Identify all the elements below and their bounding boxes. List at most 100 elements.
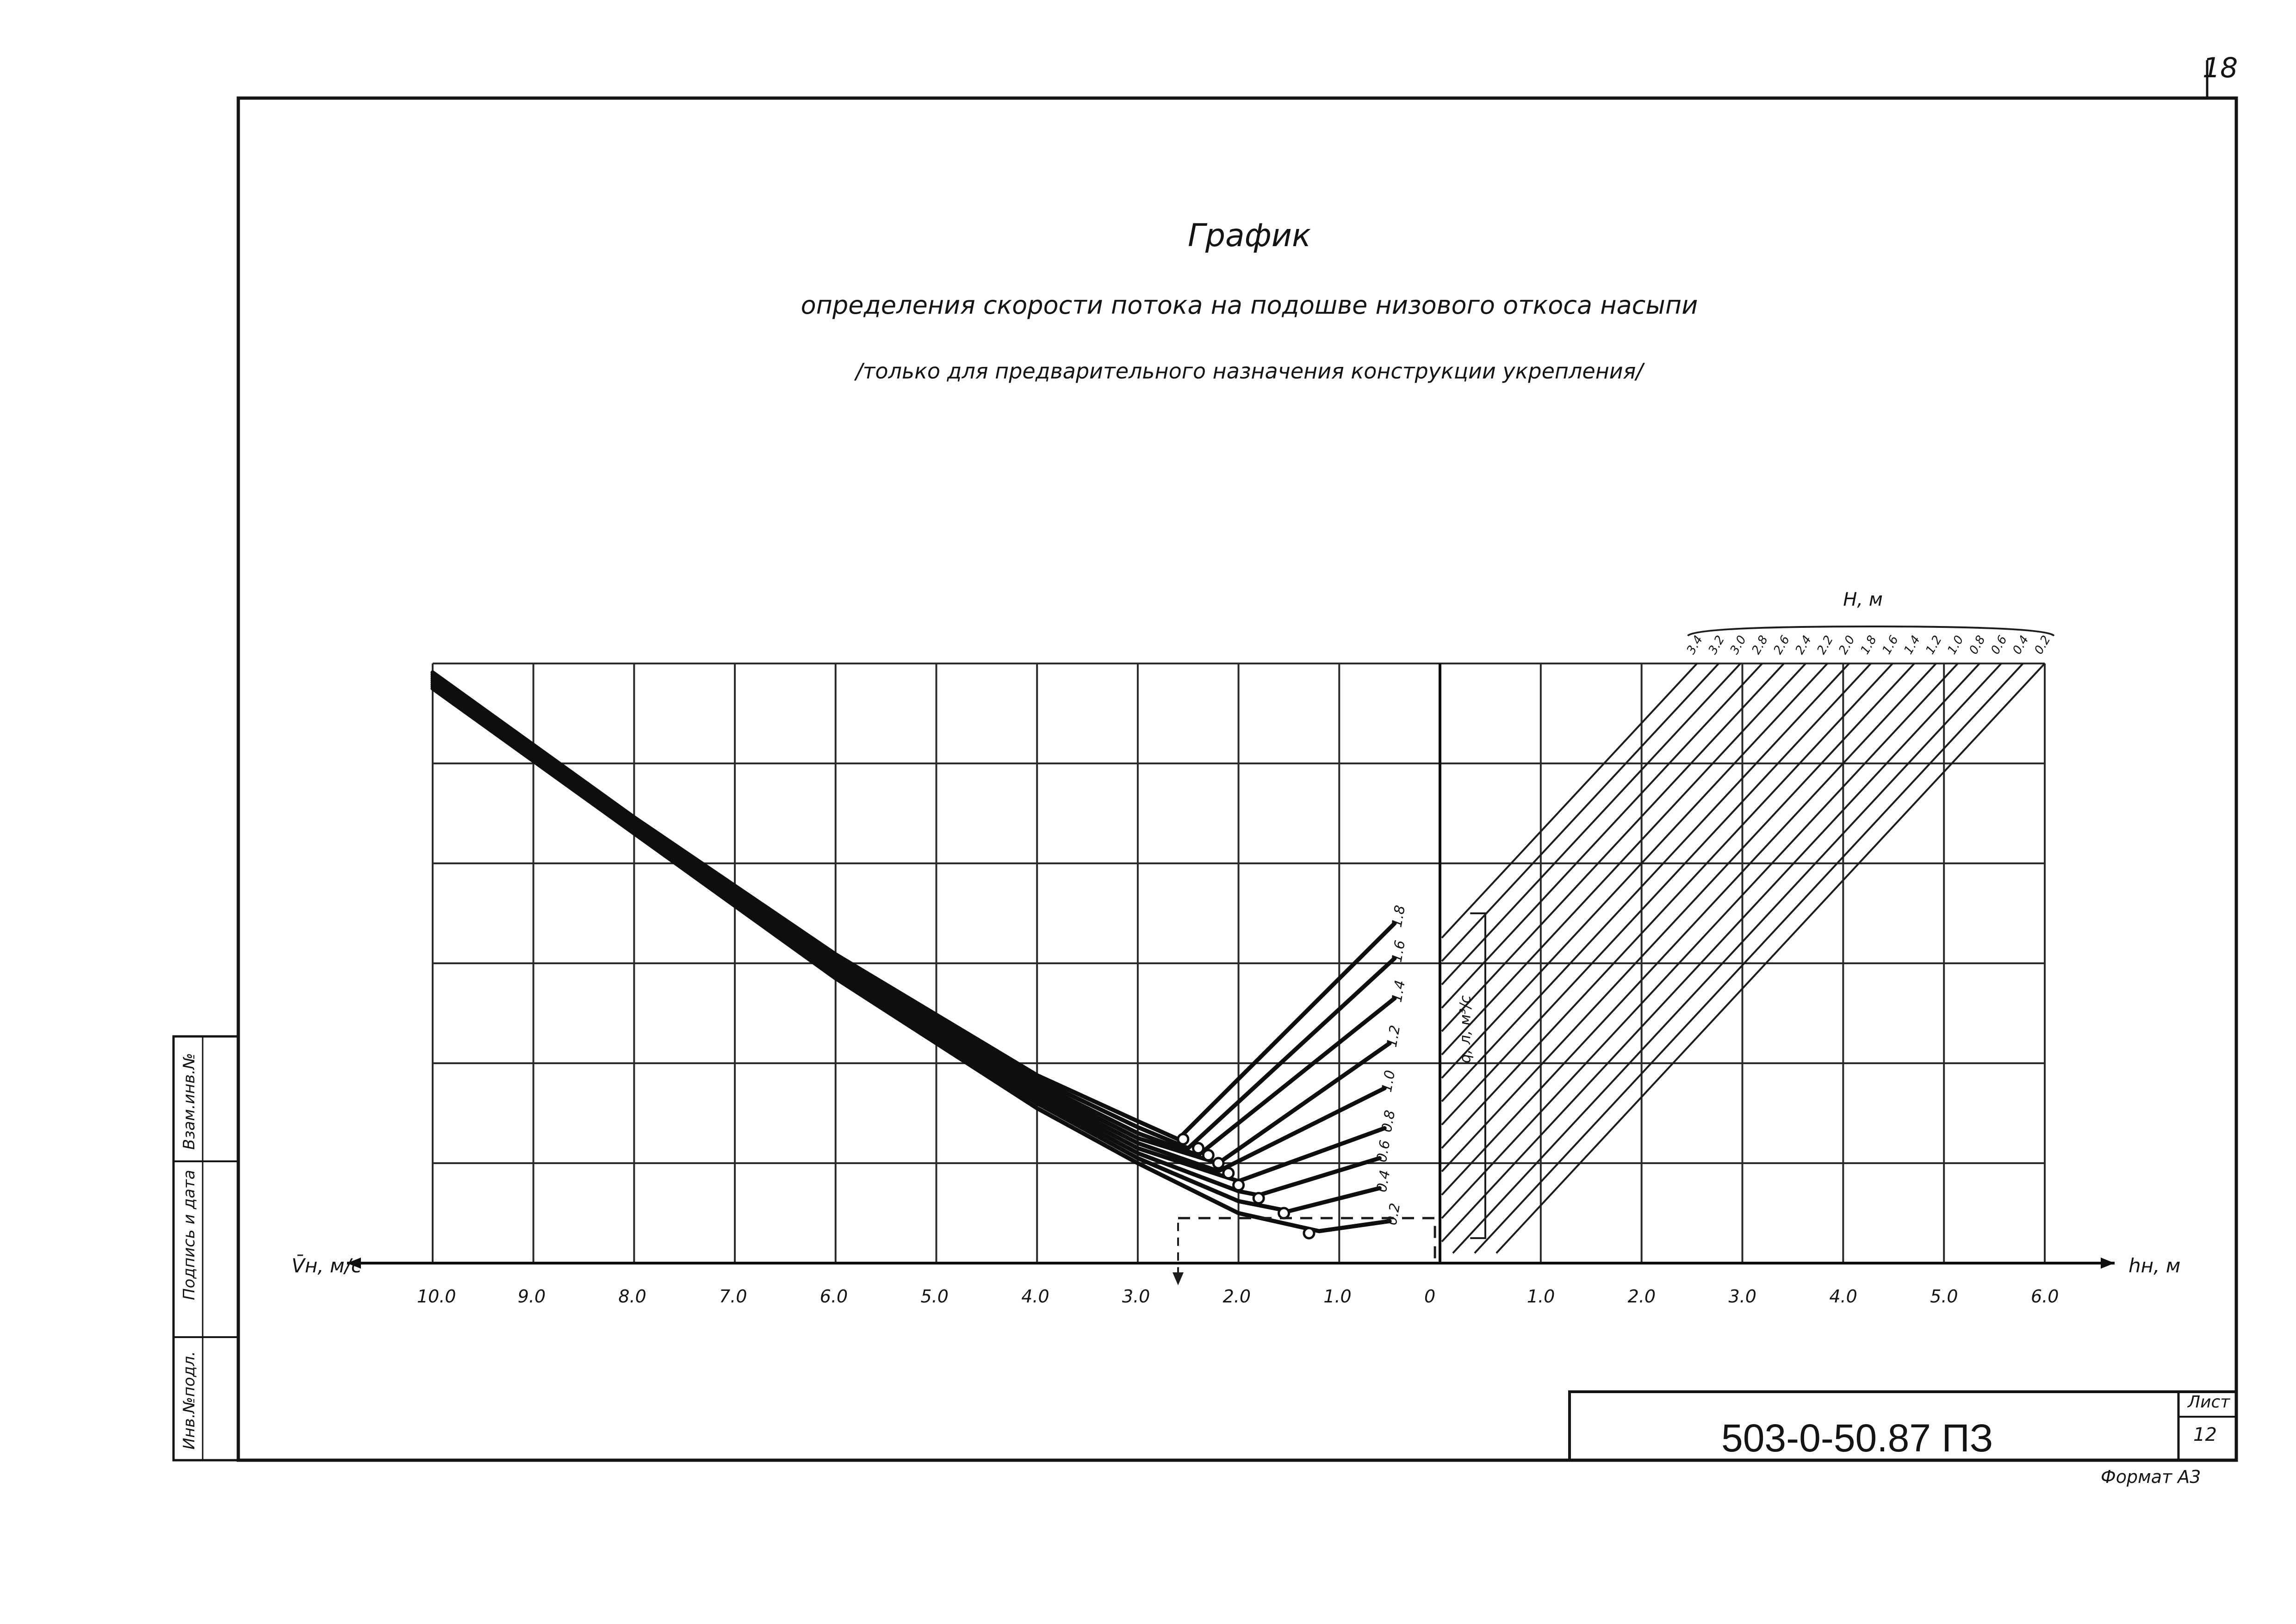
- q-family-label: q, л, м³/с: [1456, 995, 1474, 1063]
- h-family-value-label: 2.8: [1749, 633, 1771, 657]
- x-axis-arrow-right: [2101, 1258, 2115, 1269]
- h-family-lines: [1441, 663, 2046, 1254]
- side-stamp-cell: Подпись и дата: [180, 1170, 199, 1300]
- x-tick-label-left: 1.0: [1323, 1286, 1351, 1307]
- h-family-line: [1441, 663, 1719, 962]
- h-family-line: [1441, 663, 1872, 1126]
- h-family-line: [1441, 663, 1741, 986]
- curve-marker: [1252, 1192, 1265, 1205]
- h-family-value-label: 1.2: [1923, 633, 1945, 657]
- h-family-value-label: 2.0: [1836, 633, 1858, 657]
- x-tick-label-right: 5.0: [1930, 1286, 1958, 1307]
- chart-note: /только для предварительного назначения …: [856, 359, 1643, 384]
- x-tick-label-left: 10.0: [417, 1286, 456, 1307]
- h-family-line: [1441, 663, 1915, 1172]
- side-stamp-cell: Взам.инв.№: [180, 1053, 199, 1150]
- x-tick-label-left: 9.0: [518, 1286, 546, 1307]
- x-tick-label-right: 6.0: [2031, 1286, 2059, 1307]
- side-stamp-text: Инв.№подл. Подпись и дата Взам.инв.№: [180, 1053, 199, 1450]
- q-curve-label: 1.6: [1389, 939, 1409, 964]
- example-arrow: [1172, 1272, 1184, 1285]
- h-family-line: [1474, 663, 2024, 1254]
- x-tick-label-left: 0: [1424, 1286, 1435, 1307]
- q-curve-label: 0.2: [1384, 1202, 1404, 1227]
- page-number: 18: [2203, 52, 2238, 84]
- h-family-value-label: 1.8: [1858, 633, 1880, 657]
- h-family-value-label: 3.2: [1706, 633, 1728, 657]
- sheet-frame: [172, 60, 2238, 1462]
- sheet-label: Лист: [2188, 1393, 2230, 1412]
- q-curve-0.2: [430, 686, 1392, 1233]
- title-block: [1568, 1390, 2238, 1462]
- side-stamp-cell: Инв.№подл.: [180, 1351, 199, 1450]
- h-family-line: [1452, 663, 2002, 1254]
- h-family-line: [1441, 663, 1980, 1242]
- h-family-value-label: 1.0: [1945, 633, 1967, 657]
- x-tick-label-left: 3.0: [1122, 1286, 1150, 1307]
- h-family-line: [1441, 663, 1937, 1196]
- h-family-line: [1441, 663, 1828, 1079]
- q-curve-label: 1.4: [1389, 979, 1409, 1004]
- h-family-value-label: 2.2: [1814, 633, 1836, 657]
- format-label: Формат А3: [2101, 1467, 2201, 1487]
- q-curve-1.2: [430, 676, 1392, 1165]
- h-family-line: [1441, 663, 1806, 1055]
- x-tick-label-left: 4.0: [1021, 1286, 1049, 1307]
- x-axis-arrow-left: [347, 1258, 361, 1269]
- q-curve-label: 1.2: [1384, 1024, 1404, 1048]
- curve-marker: [1278, 1207, 1291, 1220]
- q-curves: [430, 670, 1397, 1233]
- h-family-value-label: 0.4: [2010, 633, 2032, 657]
- chart-subtitle: определения скорости потока на подошве н…: [800, 291, 1698, 320]
- chart-grid: [432, 663, 2046, 1263]
- x-tick-label-right: 4.0: [1829, 1286, 1857, 1307]
- q-curve-label: 0.8: [1379, 1109, 1399, 1134]
- h-family-value-label: 0.8: [1967, 633, 1988, 657]
- q-curve-1.6: [430, 672, 1397, 1151]
- document-number: 503-0-50.87 ПЗ: [1721, 1416, 1993, 1460]
- h-family-value-label: 1.4: [1901, 633, 1923, 657]
- h-family-line: [1441, 663, 1698, 939]
- q-family-bracket: [1470, 912, 1486, 1239]
- q-curve-1.8: [430, 670, 1397, 1141]
- side-stamp: [172, 1035, 240, 1462]
- curve-marker: [1177, 1133, 1190, 1146]
- curve-marker: [1222, 1167, 1235, 1180]
- x-tick-label-left: 2.0: [1223, 1286, 1251, 1307]
- q-curve-label: 1.0: [1379, 1069, 1399, 1093]
- curve-marker: [1202, 1149, 1215, 1162]
- h-family-line: [1441, 663, 1763, 1009]
- chart-axes: 10.0 9.0 8.0 7.0 6.0 5.0 4.0 3.0 2.0 1.0 0 1.0 2.0 3.…: [292, 663, 2180, 1307]
- q-curve-label: 0.6: [1374, 1139, 1394, 1164]
- curve-marker: [1212, 1157, 1225, 1170]
- q-curve-label: 1.8: [1389, 904, 1409, 929]
- q-curve-0.8: [430, 680, 1387, 1184]
- x-tick-label-left: 8.0: [618, 1286, 646, 1307]
- x-tick-label-left: 6.0: [820, 1286, 848, 1307]
- x-tick-label-right: 3.0: [1729, 1286, 1756, 1307]
- h-family-bracket: [1687, 625, 2055, 637]
- left-axis-title: V̄н, м/с: [292, 1253, 362, 1277]
- chart-title: График: [1187, 217, 1311, 254]
- h-family-value-label: 0.2: [2032, 633, 2054, 657]
- h-family-line: [1441, 663, 1785, 1032]
- curve-marker: [1303, 1227, 1316, 1240]
- curve-marker: [1232, 1179, 1245, 1192]
- h-family-value-label: 1.6: [1880, 633, 1901, 657]
- h-family-line: [1441, 663, 1893, 1149]
- sheet-number: 12: [2193, 1424, 2217, 1445]
- q-curve-label: 0.4: [1374, 1169, 1394, 1193]
- h-family-value-label: 2.4: [1793, 633, 1814, 657]
- h-family-value-label: 2.6: [1771, 633, 1793, 657]
- x-tick-label-right: 2.0: [1628, 1286, 1656, 1307]
- h-family-line: [1441, 663, 1959, 1219]
- q-curve-1.4: [430, 674, 1397, 1158]
- h-family-line: [1441, 663, 1850, 1102]
- h-family-line: [1496, 663, 2046, 1254]
- x-tick-label-left: 7.0: [719, 1286, 747, 1307]
- h-family-value-label: 3.4: [1684, 633, 1706, 657]
- x-tick-label-right: 1.0: [1527, 1286, 1555, 1307]
- h-family-label: H, м: [1843, 589, 1883, 610]
